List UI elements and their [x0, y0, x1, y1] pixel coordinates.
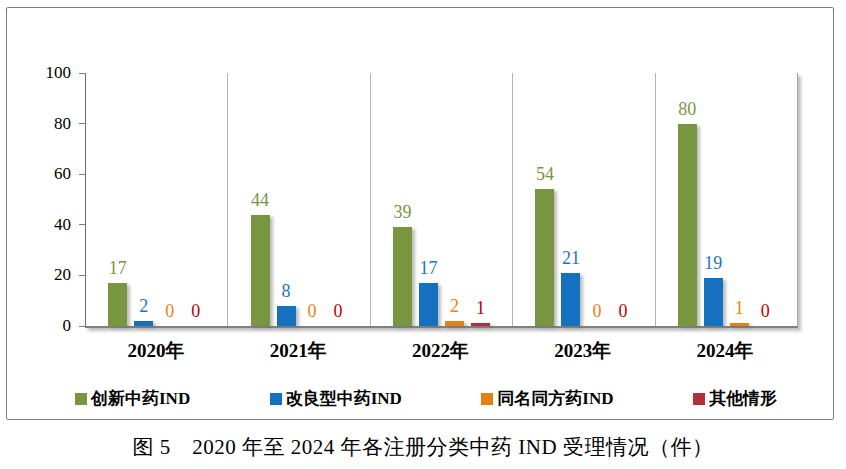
bar-slot: 0 [329, 73, 348, 326]
bar [471, 323, 490, 326]
bar-value-label: 21 [562, 249, 580, 267]
bar-slot: 8 [277, 73, 296, 326]
bar-slot: 17 [419, 73, 438, 326]
legend-item: 其他情形 [693, 387, 777, 410]
legend-swatch-icon [75, 393, 87, 405]
bar-value-label: 2 [450, 297, 459, 315]
bar-slot: 44 [251, 73, 270, 326]
bar [678, 124, 697, 326]
bar [134, 321, 153, 326]
bar [108, 283, 127, 326]
bar-value-label: 0 [165, 302, 174, 320]
legend-swatch-icon [270, 393, 282, 405]
y-tick-label: 80 [21, 115, 71, 133]
bar [561, 273, 580, 326]
bar-value-label: 0 [761, 302, 770, 320]
bar-value-label: 0 [334, 302, 343, 320]
legend-label: 改良型中药IND [286, 387, 402, 410]
bar [393, 227, 412, 326]
bar-slot: 0 [756, 73, 775, 326]
bar-slot: 0 [186, 73, 205, 326]
bar-value-label: 0 [308, 302, 317, 320]
category-group: 17200 [86, 73, 228, 326]
bar-slot: 80 [678, 73, 697, 326]
bar-value-label: 54 [536, 165, 554, 183]
bar [730, 323, 749, 326]
legend-item: 改良型中药IND [270, 387, 402, 410]
bar [277, 306, 296, 326]
bar-slot: 39 [393, 73, 412, 326]
chart-frame: 020406080100 172004480039172154210080191… [6, 7, 834, 420]
category-group: 54 21 00 [513, 73, 655, 326]
legend-label: 其他情形 [709, 387, 777, 410]
legend-item: 同名同方药IND [481, 387, 613, 410]
bar-value-label: 0 [592, 302, 601, 320]
x-category-label: 2021年 [227, 338, 369, 364]
bar-slot: 0 [160, 73, 179, 326]
bar-value-label: 2 [139, 297, 148, 315]
bar-slot: 19 [704, 73, 723, 326]
bar-value-label: 39 [394, 203, 412, 221]
y-tick-label: 0 [21, 317, 71, 335]
x-axis-labels: 2020年2021年2022年2023年2024年 [85, 338, 796, 364]
category-group: 39 17 21 [371, 73, 513, 326]
bar-slot: 17 [108, 73, 127, 326]
bar [535, 189, 554, 326]
bar [704, 278, 723, 326]
bar-slot: 0 [303, 73, 322, 326]
x-category-label: 2022年 [369, 338, 511, 364]
bar [419, 283, 438, 326]
y-tick-label: 100 [21, 64, 71, 82]
bar-slot: 2 [445, 73, 464, 326]
bar-slot: 0 [613, 73, 632, 326]
legend-label: 同名同方药IND [497, 387, 613, 410]
legend-swatch-icon [481, 393, 493, 405]
plot-area: 1720044800391721542100801910 [85, 73, 798, 328]
bar-value-label: 44 [251, 191, 269, 209]
y-axis: 020406080100 [7, 73, 85, 326]
category-group: 44800 [228, 73, 370, 326]
bar-slot: 21 [561, 73, 580, 326]
bar [445, 321, 464, 326]
bar-value-label: 1 [476, 299, 485, 317]
bar-value-label: 80 [678, 100, 696, 118]
bar-slot: 1 [730, 73, 749, 326]
bar-slot: 54 [535, 73, 554, 326]
y-tick-label: 20 [21, 266, 71, 284]
y-tick-label: 40 [21, 216, 71, 234]
bar [251, 215, 270, 326]
x-category-label: 2020年 [85, 338, 227, 364]
bar-value-label: 17 [109, 259, 127, 277]
legend-label: 创新中药IND [91, 387, 190, 410]
bar-value-label: 19 [704, 254, 722, 272]
legend: 创新中药IND 改良型中药IND 同名同方药IND 其他情形 [75, 387, 777, 410]
x-category-label: 2024年 [654, 338, 796, 364]
bar-value-label: 0 [618, 302, 627, 320]
legend-swatch-icon [693, 393, 705, 405]
legend-item: 创新中药IND [75, 387, 190, 410]
bar-slot: 0 [587, 73, 606, 326]
bar-value-label: 0 [191, 302, 200, 320]
bar-slot: 2 [134, 73, 153, 326]
y-tick-label: 60 [21, 165, 71, 183]
category-group: 80 19 10 [656, 73, 797, 326]
figure-caption: 图 5 2020 年至 2024 年各注册分类中药 IND 受理情况（件） [0, 433, 846, 461]
x-category-label: 2023年 [512, 338, 654, 364]
bar-slot: 1 [471, 73, 490, 326]
bar-value-label: 8 [282, 282, 291, 300]
bar-value-label: 17 [420, 259, 438, 277]
bar-value-label: 1 [735, 299, 744, 317]
